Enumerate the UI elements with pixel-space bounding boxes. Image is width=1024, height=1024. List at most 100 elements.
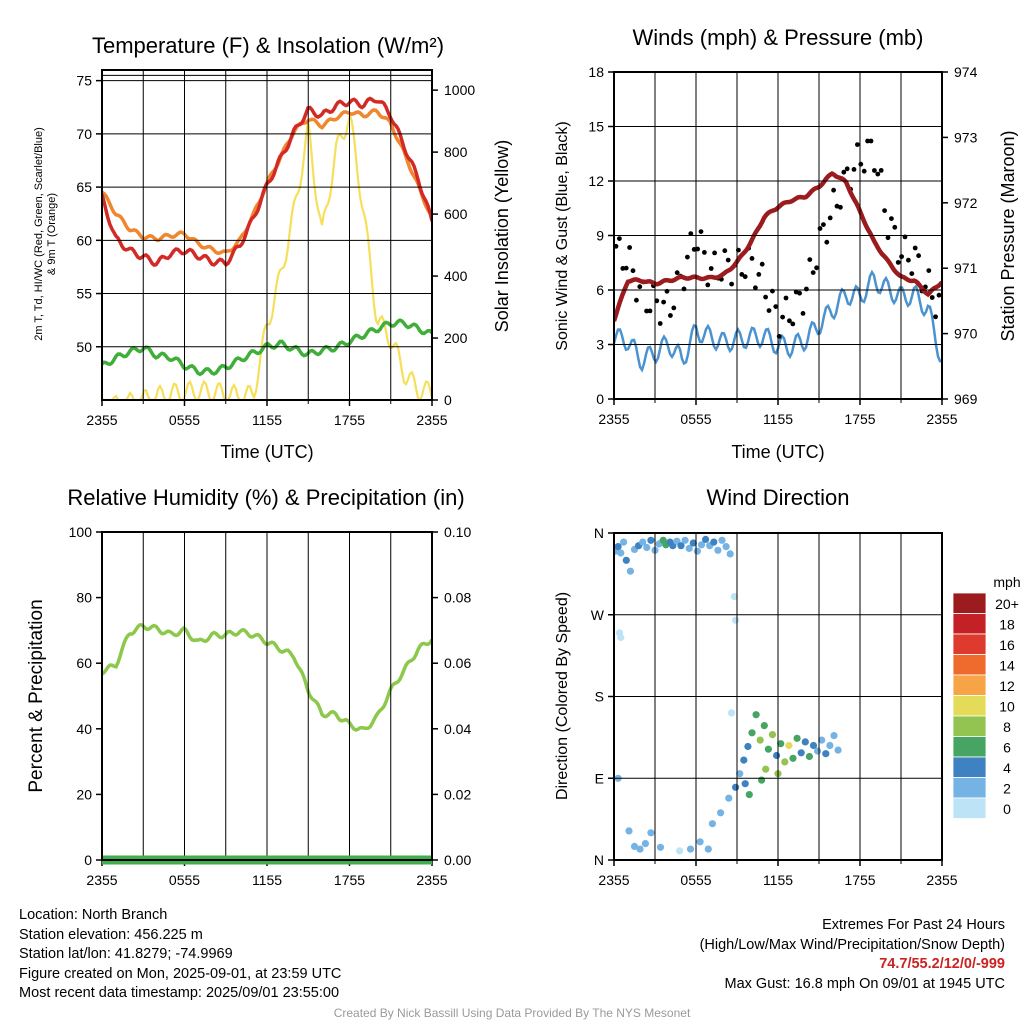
gust-point bbox=[851, 167, 857, 172]
direction-point bbox=[647, 829, 655, 837]
direction-point bbox=[689, 539, 697, 547]
gust-point bbox=[807, 257, 813, 262]
direction-point bbox=[636, 845, 644, 853]
gust-point bbox=[661, 299, 666, 305]
direction-point bbox=[722, 543, 730, 551]
direction-point bbox=[704, 845, 712, 853]
direction-xtick-label: 2355 bbox=[926, 872, 957, 888]
station-latlon: Station lat/lon: 41.8279; -74.9969 bbox=[19, 946, 233, 963]
direction-point bbox=[686, 845, 695, 853]
direction-point bbox=[797, 749, 805, 757]
direction-point bbox=[736, 770, 744, 778]
direction-point bbox=[626, 567, 635, 575]
legend-label: 10 bbox=[999, 699, 1015, 715]
winds-xlabel: Time (UTC) bbox=[731, 442, 824, 462]
legend-label: 14 bbox=[999, 658, 1015, 674]
recent-data-timestamp: Most recent data timestamp: 2025/09/01 2… bbox=[19, 985, 340, 1002]
gust-point bbox=[749, 256, 755, 261]
direction-point bbox=[814, 747, 822, 755]
gust-point bbox=[875, 171, 881, 177]
temperature-xtick-label: 1755 bbox=[334, 412, 365, 428]
winds-xtick-label: 1155 bbox=[763, 411, 793, 427]
temperature-xtick-label: 1155 bbox=[252, 412, 282, 428]
temperature-ytick-label: 60 bbox=[76, 232, 92, 248]
direction-point bbox=[717, 809, 725, 817]
gust-point bbox=[868, 138, 874, 144]
gust-point bbox=[895, 260, 901, 265]
direction-point bbox=[793, 734, 801, 742]
humidity-title: Relative Humidity (%) & Precipitation (i… bbox=[67, 485, 464, 510]
winds-xtick-label: 0555 bbox=[680, 411, 711, 427]
gust-point bbox=[838, 204, 843, 210]
direction-point bbox=[643, 543, 651, 552]
gust-point bbox=[698, 229, 704, 235]
gust-point bbox=[804, 286, 809, 292]
humidity-panel: 0 20 40 60 80 100 0.00 0.02 0.04 0.06 0.08 0.10 2355… bbox=[69, 524, 472, 888]
direction-point bbox=[681, 536, 689, 544]
legend-swatch bbox=[952, 592, 987, 614]
direction-point bbox=[801, 738, 809, 746]
winds-frame bbox=[613, 71, 943, 400]
humidity-left-label: Percent & Precipitation bbox=[26, 599, 47, 792]
humidity-ytick-label: 40 bbox=[76, 721, 92, 737]
gust-point bbox=[817, 226, 823, 231]
winds-xtick-label: 2355 bbox=[926, 411, 957, 427]
direction-point bbox=[625, 827, 633, 835]
direction-point bbox=[726, 550, 734, 558]
direction-point bbox=[741, 780, 749, 788]
gust-point bbox=[668, 313, 673, 318]
gust-point bbox=[674, 270, 680, 276]
gust-point bbox=[739, 272, 745, 277]
gust-point bbox=[827, 215, 833, 221]
gust-point bbox=[681, 286, 687, 292]
extremes-values: 74.7/55.2/12/0/-999 bbox=[879, 956, 1005, 973]
temperature-left-label-line1: 2m T, Td, HI/WC (Red, Green, Scarlet/Blu… bbox=[33, 127, 45, 341]
winds-ytick-label: 18 bbox=[588, 64, 604, 80]
direction-plot-area bbox=[614, 535, 842, 855]
humidity-y2tick-label: 0.02 bbox=[444, 786, 471, 802]
gust-point bbox=[787, 318, 792, 324]
gust-point bbox=[685, 254, 690, 260]
direction-point bbox=[730, 593, 738, 601]
temperature-ytick-label: 65 bbox=[76, 179, 92, 195]
gust-point bbox=[647, 308, 653, 314]
direction-ytick-label: E bbox=[595, 770, 604, 786]
temperature-ytick-label: 75 bbox=[76, 73, 92, 89]
direction-point bbox=[714, 546, 722, 554]
direction-ytick-label: S bbox=[595, 689, 604, 705]
legend-swatch bbox=[952, 797, 987, 819]
gust-point bbox=[614, 243, 619, 249]
temperature-y2tick-label: 0 bbox=[444, 392, 452, 408]
direction-point bbox=[768, 731, 777, 739]
gust-point bbox=[936, 292, 942, 298]
gust-point bbox=[725, 257, 731, 263]
temperature-ytick-label: 70 bbox=[76, 126, 92, 142]
direction-point bbox=[693, 547, 702, 555]
winds-ytick-label: 3 bbox=[596, 337, 604, 353]
gust-point bbox=[756, 272, 762, 277]
gust-point bbox=[933, 314, 938, 320]
gust-point bbox=[702, 250, 707, 255]
legend-swatch bbox=[952, 654, 987, 676]
temperature-y2tick-label: 1000 bbox=[444, 82, 475, 98]
winds-xtick-label: 2355 bbox=[598, 411, 629, 427]
extremes-subheading: (High/Low/Max Wind/Precipitation/Snow De… bbox=[699, 936, 1005, 953]
direction-point bbox=[732, 616, 740, 624]
humidity-y2tick-label: 0.04 bbox=[444, 721, 471, 737]
humidity-y2tick-label: 0.00 bbox=[444, 852, 471, 868]
gust-point bbox=[623, 265, 629, 271]
gust-point bbox=[742, 274, 748, 280]
gust-point bbox=[617, 236, 622, 242]
winds-ytick-label: 15 bbox=[588, 119, 604, 135]
direction-ytick-label: N bbox=[594, 852, 604, 868]
direction-point bbox=[685, 544, 693, 553]
gust-point bbox=[729, 281, 734, 287]
gust-point bbox=[797, 290, 802, 296]
gust-point bbox=[885, 235, 891, 241]
direction-point bbox=[725, 794, 733, 802]
humidity-ytick-label: 100 bbox=[69, 524, 93, 540]
gust-point bbox=[712, 250, 717, 256]
direction-point bbox=[620, 538, 628, 546]
extremes-heading: Extremes For Past 24 Hours bbox=[822, 917, 1005, 933]
gust-point bbox=[865, 138, 870, 144]
